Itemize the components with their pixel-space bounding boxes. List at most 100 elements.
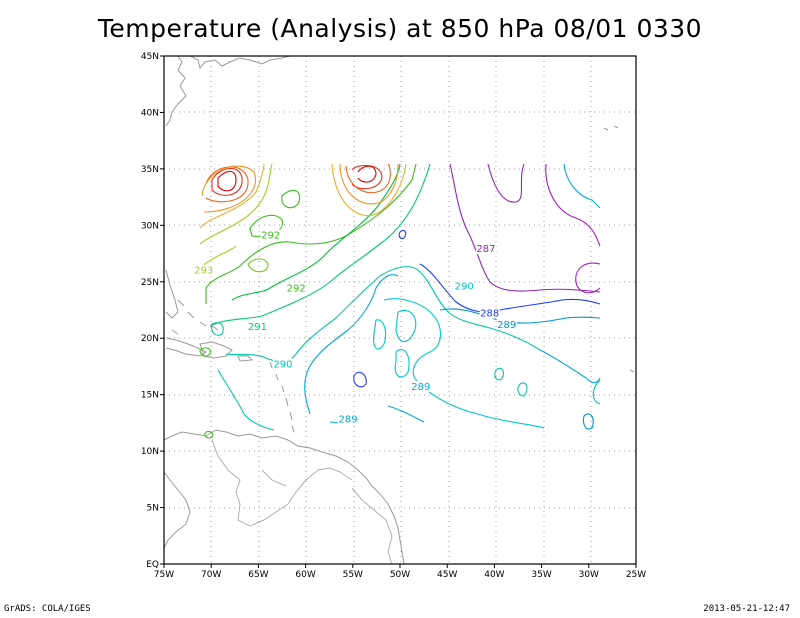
x-tick-label: 55W — [343, 570, 363, 580]
contour-289-j — [582, 413, 594, 430]
contour-286-b — [575, 262, 601, 294]
coastlines — [163, 55, 635, 565]
florida-coast — [165, 269, 179, 319]
contour-label: 289 — [411, 382, 430, 393]
contour-label-bg — [260, 229, 281, 241]
x-tick-label: 70W — [201, 570, 221, 580]
contour-294-east — [339, 163, 399, 205]
x-tick-label: 25W — [626, 570, 646, 580]
contour-label-bg — [286, 282, 307, 294]
contour-label-bg — [475, 243, 496, 255]
x-tick-label: 60W — [295, 570, 315, 580]
contour-292-c — [281, 189, 300, 209]
contour-293-east — [331, 163, 407, 217]
contour-288-d — [563, 163, 601, 209]
azores-islands — [603, 125, 635, 373]
contour-label: 289 — [339, 415, 358, 426]
contour-288-b — [398, 229, 407, 240]
contour-label: 290 — [273, 359, 292, 370]
contour-292-a — [205, 163, 417, 304]
contour-label-bg — [410, 380, 431, 392]
contour-288-c — [353, 371, 367, 388]
bahamas — [171, 299, 219, 335]
contour-label: 287 — [476, 244, 495, 255]
plot-frame — [163, 55, 637, 565]
contour-293 — [199, 163, 273, 245]
contour-label-bg — [272, 358, 293, 370]
footer-credit: GrADS: COLA/IGES — [4, 604, 91, 614]
contour-296-east — [351, 164, 383, 190]
contour-290-e — [211, 322, 224, 336]
contour-295 — [205, 166, 249, 203]
y-tick-label: 5N — [147, 504, 159, 514]
y-tick-label: 45N — [141, 52, 159, 62]
y-tick-label: 40N — [141, 108, 159, 118]
contour-292-d — [247, 258, 269, 273]
contour-289-h — [439, 308, 601, 324]
y-tick-label: 20N — [141, 334, 159, 344]
x-tick-label: 50W — [390, 570, 410, 580]
y-tick-label: EQ — [146, 560, 159, 570]
contour-290-d — [517, 382, 528, 397]
contour-label-bg — [338, 413, 359, 425]
contour-label-bg — [247, 321, 268, 333]
contour-297 — [217, 170, 237, 192]
contour-label: 292 — [287, 284, 306, 295]
contour-label-bg — [496, 318, 517, 330]
contour-label-bg — [479, 307, 500, 319]
x-tick-label: 35W — [531, 570, 551, 580]
cuba-coast — [165, 337, 207, 357]
contour-292-e — [199, 347, 214, 439]
contour-291-b — [231, 163, 401, 301]
contour-289-e — [373, 319, 387, 350]
y-axis-ticks: EQ 5N 10N 15N 20N 25N 30N 35N 40N 45N — [141, 52, 164, 570]
contour-label: 292 — [261, 231, 280, 242]
contour-label-bg — [193, 264, 214, 276]
lesser-antilles — [269, 361, 295, 433]
contour-label-bg — [454, 280, 475, 292]
y-tick-label: 35N — [141, 165, 159, 175]
contour-295-east — [345, 163, 391, 194]
contour-289-d — [395, 310, 417, 343]
contour-292-b — [249, 214, 283, 237]
contour-289-a — [304, 274, 399, 415]
y-tick-label: 25N — [141, 278, 159, 288]
y-tick-label: 30N — [141, 221, 159, 231]
footer-timestamp: 2013-05-21-12:47 — [703, 604, 790, 614]
y-tick-label: 15N — [141, 391, 159, 401]
contour-label: 289 — [497, 320, 516, 331]
south-america-coast — [163, 429, 405, 565]
contour-296 — [211, 167, 243, 196]
interior-borders — [211, 439, 393, 565]
contour-label: 291 — [248, 322, 267, 333]
contour-287-a — [449, 163, 601, 293]
contour-label: 288 — [480, 309, 499, 320]
contour-288-a — [419, 263, 601, 313]
x-tick-label: 75W — [154, 570, 174, 580]
contour-294-b — [199, 163, 265, 229]
contour-289-k — [592, 379, 601, 405]
contour-label: 290 — [455, 281, 474, 292]
contour-label: 293 — [194, 266, 213, 277]
temperature-contours — [199, 163, 601, 439]
contour-290-c — [494, 367, 505, 381]
x-tick-label: 30W — [579, 570, 599, 580]
contour-290-a — [217, 369, 275, 431]
contour-289-g — [387, 405, 425, 423]
x-tick-label: 65W — [248, 570, 268, 580]
contour-294-a — [201, 165, 257, 213]
lat-lon-grid — [164, 56, 636, 564]
x-tick-label: 45W — [437, 570, 457, 580]
contour-289-f — [394, 348, 410, 378]
north-america-coast — [165, 55, 291, 127]
contour-289-i — [539, 349, 601, 384]
x-tick-label: 40W — [484, 570, 504, 580]
contour-287-b — [487, 163, 525, 203]
map-title: Temperature (Analysis) at 850 hPa 08/01 … — [97, 14, 703, 43]
contour-286 — [545, 163, 601, 247]
puerto-rico-coast — [237, 355, 254, 362]
contour-289-c — [383, 298, 545, 429]
contour-297-east — [357, 165, 377, 183]
